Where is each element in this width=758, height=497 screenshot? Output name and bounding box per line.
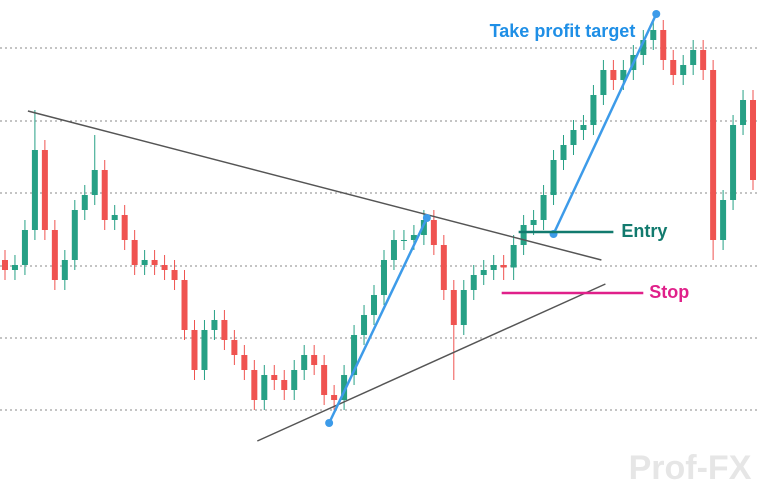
candle-body: [490, 265, 497, 270]
candle-body: [61, 260, 68, 280]
annotation: Entry: [621, 221, 667, 241]
annotation: Stop: [649, 282, 689, 302]
candle-body: [231, 340, 238, 355]
candle-body: [460, 290, 467, 325]
candle-body: [371, 295, 378, 315]
candle-body: [500, 265, 507, 268]
candle-body: [700, 50, 707, 70]
candle-body: [740, 100, 747, 125]
candle-body: [1, 260, 8, 270]
candle-body: [81, 195, 88, 210]
candle-body: [151, 260, 158, 265]
trend-line: [27, 110, 602, 261]
candle-body: [221, 320, 228, 340]
candle-body: [610, 70, 617, 80]
candle-body: [620, 70, 627, 80]
candle-body: [251, 370, 258, 400]
candle-body: [161, 265, 168, 270]
candle-body: [680, 65, 687, 75]
candle-body: [331, 395, 338, 400]
candle-body: [311, 355, 318, 365]
candle-body: [91, 170, 98, 195]
candle-body: [600, 70, 607, 95]
candle-body: [211, 320, 218, 330]
candle-body: [191, 330, 198, 370]
candle-body: [590, 95, 597, 125]
candle-body: [530, 220, 537, 225]
candle-body: [271, 375, 278, 380]
candle-body: [560, 145, 567, 160]
candle-body: [51, 230, 58, 280]
candle-body: [520, 225, 527, 245]
candle-body: [321, 365, 328, 395]
candle-body: [470, 275, 477, 290]
candle-body: [361, 315, 368, 335]
candle-body: [430, 220, 437, 245]
trend-line: [257, 283, 606, 442]
candle-body: [281, 380, 288, 390]
candle-body: [341, 375, 348, 400]
candle-body: [510, 245, 517, 268]
candle-body: [750, 100, 757, 180]
candle-body: [31, 150, 38, 230]
candle-body: [181, 280, 188, 330]
candle-body: [650, 30, 657, 40]
candle-body: [380, 260, 387, 295]
candle-body: [690, 50, 697, 65]
line-endpoint: [422, 214, 431, 222]
candle-body: [390, 240, 397, 260]
candle-body: [201, 330, 208, 370]
candle-body: [121, 215, 128, 240]
candle-body: [291, 370, 298, 390]
candle-body: [101, 170, 108, 220]
candle-body: [710, 70, 717, 240]
annotation: Take profit target: [490, 21, 636, 41]
candle-body: [720, 200, 727, 240]
candle-body: [440, 245, 447, 290]
candle-body: [351, 335, 358, 375]
candle-body: [730, 125, 737, 200]
candle-body: [21, 230, 28, 265]
candle-body: [131, 240, 138, 265]
candle-body: [111, 215, 118, 220]
trend-line: [552, 13, 658, 235]
candle-body: [670, 60, 677, 75]
candle-body: [660, 30, 667, 60]
watermark: Prof-FX: [629, 449, 752, 487]
candle-body: [171, 270, 178, 280]
candle-body: [480, 270, 487, 275]
candle-body: [580, 125, 587, 130]
candle-body: [540, 195, 547, 220]
candle-body: [570, 130, 577, 145]
candle-body: [261, 375, 268, 400]
candle-body: [420, 220, 427, 235]
candle-body: [41, 150, 48, 230]
candle-body: [301, 355, 308, 370]
candle-body: [141, 260, 148, 265]
candle-body: [71, 210, 78, 260]
candle-body: [410, 235, 417, 240]
line-endpoint: [325, 419, 334, 427]
candle-body: [241, 355, 248, 370]
line-endpoint: [652, 10, 661, 18]
candle-body: [400, 240, 407, 241]
candle-body: [550, 160, 557, 195]
candle-body: [450, 290, 457, 325]
candle-body: [640, 40, 647, 55]
candle-body: [11, 265, 18, 270]
trend-line: [328, 217, 429, 424]
